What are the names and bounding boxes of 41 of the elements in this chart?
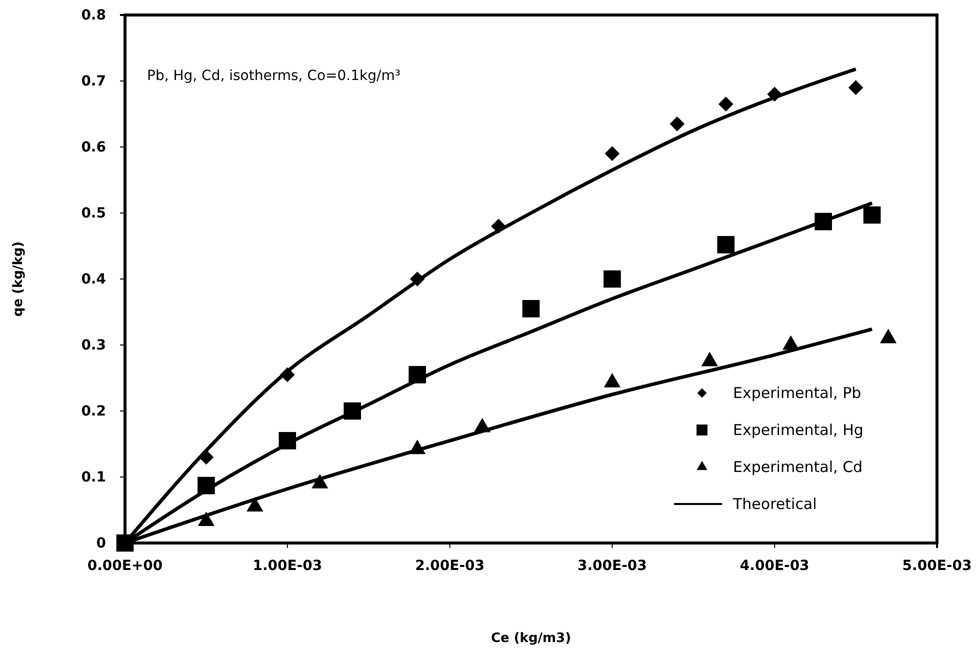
- point: [344, 402, 362, 420]
- point: [863, 206, 881, 224]
- x-tick-label: 3.00E-03: [577, 558, 647, 574]
- point: [848, 80, 864, 96]
- legend-label: Theoretical: [732, 495, 817, 513]
- point: [717, 236, 735, 254]
- x-tick-label: 1.00E-03: [252, 558, 322, 574]
- y-tick-label: 0.7: [81, 73, 106, 90]
- legend-label: Experimental, Pb: [733, 384, 862, 402]
- point: [718, 96, 734, 112]
- y-tick-label: 0.1: [81, 469, 106, 486]
- x-tick-label: 4.00E-03: [740, 558, 810, 574]
- point: [814, 212, 832, 230]
- x-tick-label: 0.00E+00: [87, 558, 163, 574]
- point: [670, 116, 685, 132]
- y-tick-label: 0.8: [81, 7, 106, 24]
- point: [198, 476, 215, 494]
- point: [604, 270, 621, 288]
- point: [198, 450, 214, 465]
- annotation: Pb, Hg, Cd, isotherms, Co=0.1kg/m³: [147, 68, 400, 84]
- point: [278, 432, 296, 450]
- point: [116, 534, 134, 552]
- point: [408, 366, 426, 384]
- y-tick-label: 0.5: [81, 205, 106, 222]
- x-tick-label: 2.00E-03: [415, 558, 485, 574]
- point: [280, 367, 295, 382]
- point: [604, 146, 620, 162]
- point: [522, 300, 540, 318]
- x-axis-title: Ce (kg/m3): [490, 631, 572, 646]
- x-tick-label: 5.00E-03: [902, 558, 972, 574]
- y-tick-label: 0: [96, 535, 106, 552]
- legend-label: Experimental, Hg: [733, 421, 864, 439]
- y-tick-label: 0.6: [81, 139, 106, 156]
- y-tick-label: 0.2: [81, 403, 106, 420]
- legend-label: Experimental, Cd: [733, 458, 863, 476]
- point: [767, 86, 782, 102]
- y-tick-label: 0.3: [81, 337, 106, 354]
- y-axis-title: qe (kg/kg): [11, 241, 26, 317]
- y-tick-label: 0.4: [81, 271, 106, 288]
- point: [410, 272, 425, 286]
- point: [491, 218, 506, 234]
